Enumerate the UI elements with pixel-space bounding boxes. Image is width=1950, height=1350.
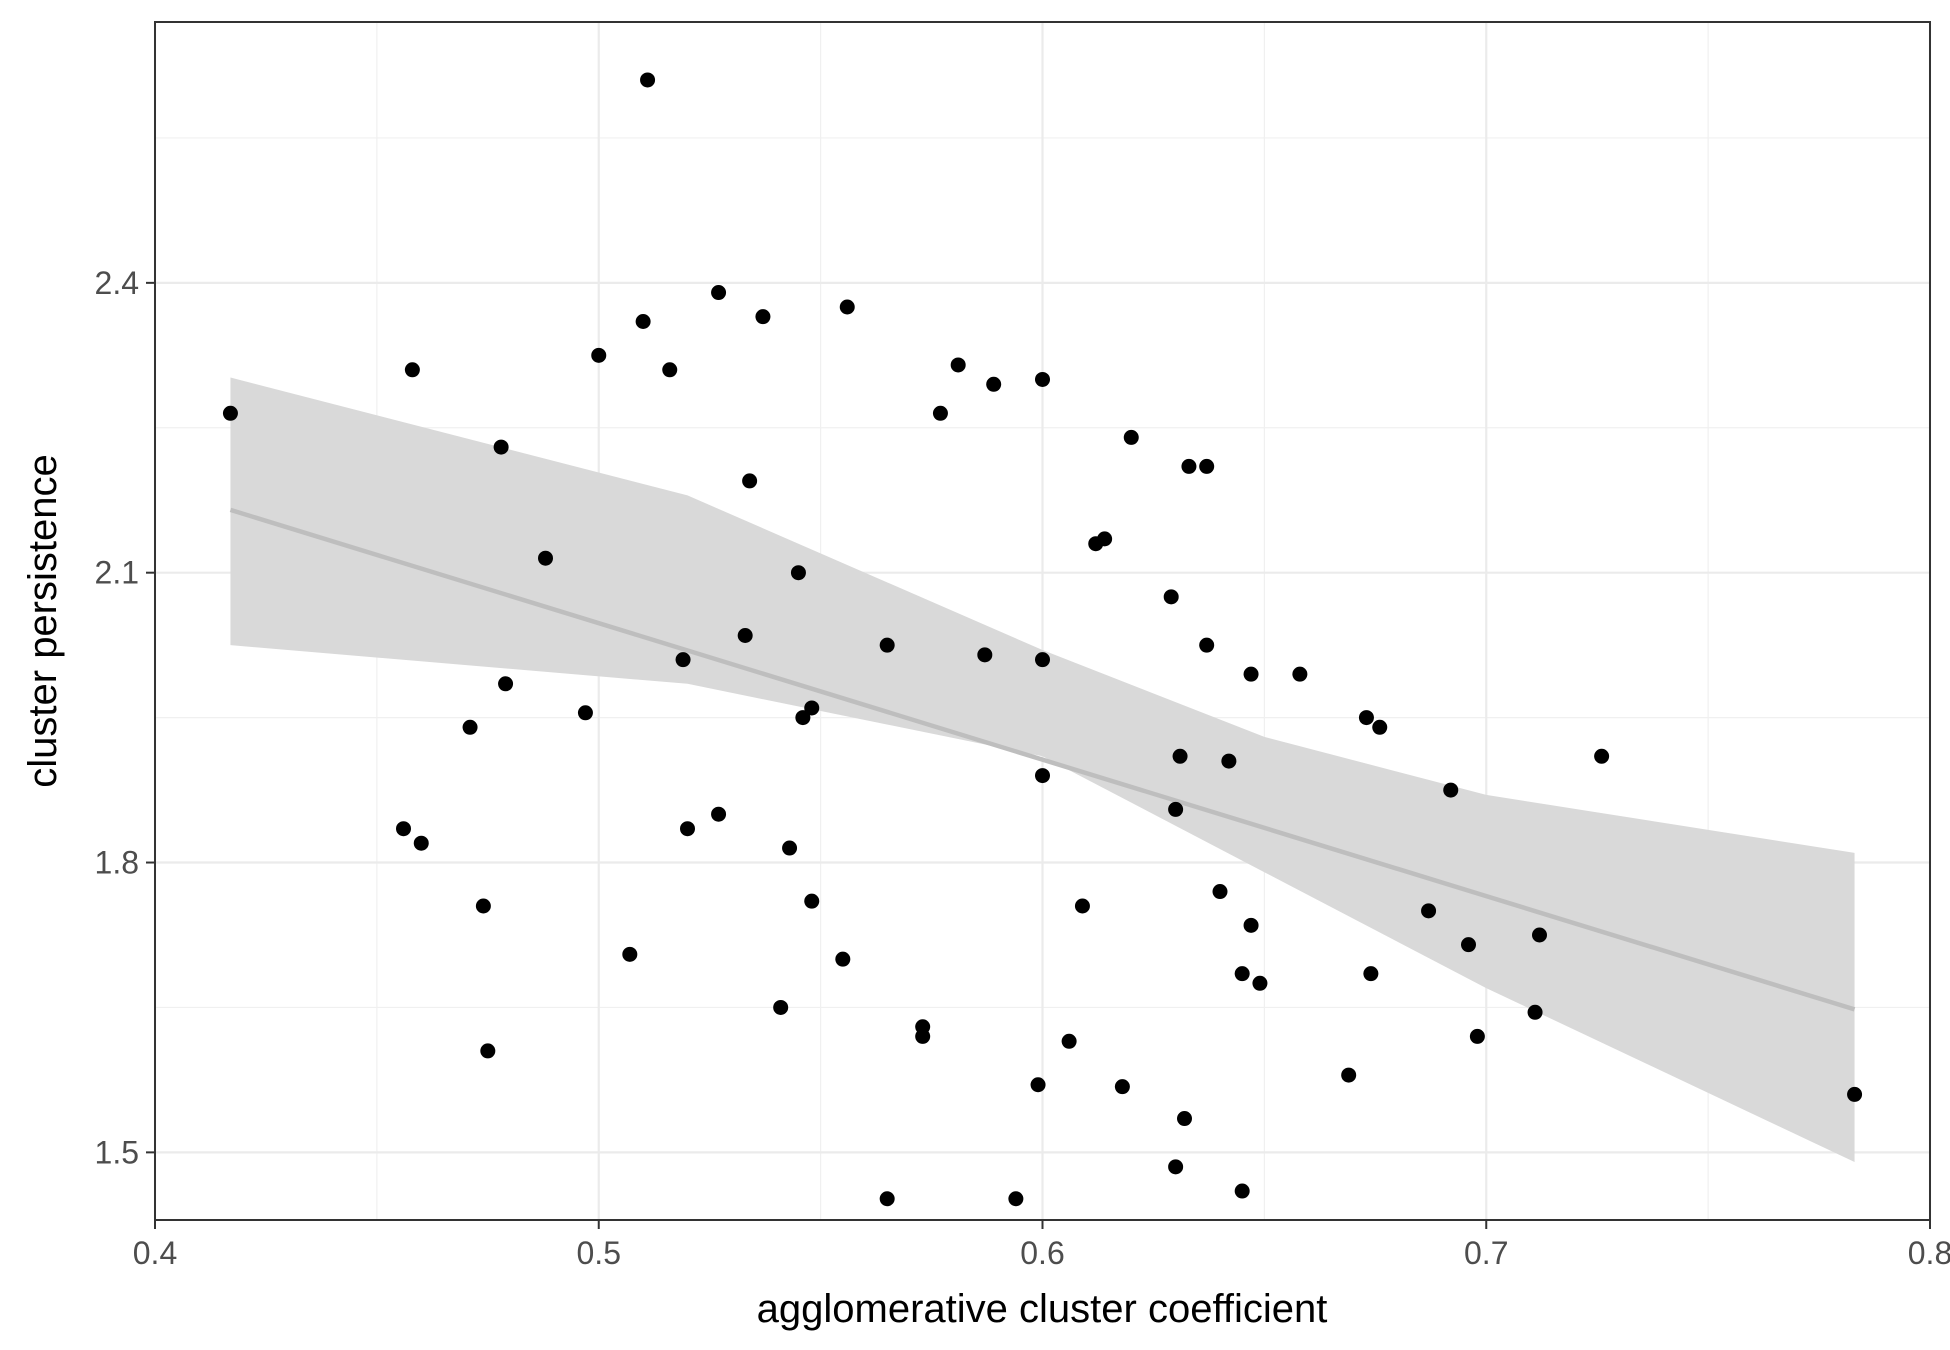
data-point: [1847, 1086, 1863, 1102]
data-point: [782, 840, 798, 856]
data-point: [1243, 666, 1259, 682]
data-point: [538, 550, 553, 566]
data-point: [1035, 371, 1050, 387]
data-point: [462, 719, 478, 735]
data-point: [1061, 1033, 1077, 1049]
data-point: [1443, 782, 1459, 798]
data-point: [662, 362, 678, 378]
data-point: [804, 700, 820, 716]
data-point: [1234, 966, 1250, 982]
data-point: [1243, 917, 1259, 933]
data-point: [404, 362, 420, 378]
data-point: [640, 72, 656, 88]
data-point: [1234, 1183, 1250, 1199]
data-point: [675, 652, 691, 668]
data-point: [986, 376, 1002, 392]
x-axis-title: agglomerative cluster coefficient: [757, 1287, 1328, 1331]
data-point: [1181, 458, 1197, 474]
data-point: [493, 439, 509, 455]
x-tick-label: 0.8: [1908, 1235, 1950, 1271]
data-point: [835, 951, 851, 967]
data-point: [711, 285, 727, 301]
data-point: [680, 821, 695, 837]
data-point: [577, 705, 593, 721]
data-point: [1469, 1028, 1485, 1044]
data-point: [1532, 927, 1547, 943]
data-point: [915, 1028, 931, 1044]
data-point: [742, 473, 758, 489]
data-point: [1074, 898, 1090, 914]
data-point: [1030, 1077, 1046, 1093]
data-point: [222, 405, 238, 421]
data-point: [1527, 1004, 1543, 1020]
x-tick-label: 0.6: [1020, 1235, 1064, 1271]
data-point: [1252, 975, 1268, 991]
data-point: [1421, 903, 1437, 919]
data-point: [1341, 1067, 1357, 1083]
data-point: [755, 309, 771, 325]
confidence-band: [230, 377, 1855, 1163]
data-point: [1168, 1159, 1184, 1175]
data-point: [1461, 937, 1476, 953]
data-point: [879, 1191, 895, 1207]
data-point: [1221, 753, 1237, 769]
data-point: [795, 710, 811, 726]
data-point: [1114, 1079, 1130, 1095]
y-axis-title: cluster persistence: [21, 454, 65, 787]
x-tick-label: 0.5: [577, 1235, 621, 1271]
data-point: [413, 835, 429, 851]
data-point: [635, 314, 651, 329]
data-point: [950, 357, 966, 373]
x-tick-label: 0.7: [1464, 1235, 1508, 1271]
data-point: [1292, 666, 1308, 682]
data-point: [711, 806, 727, 822]
data-point: [1212, 884, 1228, 900]
trend-line: [229, 507, 1856, 1012]
data-point: [1358, 710, 1374, 726]
data-point: [1363, 966, 1379, 982]
data-point: [396, 821, 411, 837]
data-point: [591, 347, 607, 363]
data-point: [879, 637, 895, 653]
confidence-band-group: [230, 377, 1855, 1163]
data-point: [1177, 1111, 1192, 1127]
data-point: [804, 893, 820, 909]
y-tick-label: 2.1: [95, 555, 139, 591]
data-point: [498, 676, 514, 692]
data-point: [1172, 748, 1188, 764]
trend-line-group: [229, 507, 1856, 1012]
data-point: [790, 565, 806, 581]
data-point: [1123, 429, 1139, 445]
data-point: [480, 1043, 496, 1059]
data-point: [1168, 801, 1184, 817]
data-point: [1097, 531, 1113, 547]
data-point: [1035, 768, 1050, 784]
data-point: [1035, 652, 1050, 668]
data-point: [622, 946, 638, 962]
y-axis-ticks: 1.5 1.8 2.1 2.4: [95, 265, 155, 1170]
x-axis-ticks: 0.4 0.5 0.6 0.7 0.8: [133, 1220, 1950, 1271]
data-point: [1008, 1191, 1024, 1207]
y-tick-label: 1.5: [95, 1134, 139, 1170]
data-point: [475, 898, 491, 914]
data-point: [1372, 719, 1388, 735]
y-tick-label: 1.8: [95, 845, 139, 881]
data-point: [1163, 589, 1179, 605]
x-tick-label: 0.4: [133, 1235, 177, 1271]
data-point: [773, 999, 789, 1015]
y-tick-label: 2.4: [95, 265, 139, 301]
data-point: [737, 627, 753, 643]
data-point: [1199, 637, 1215, 653]
data-point: [977, 647, 993, 663]
data-point: [932, 405, 948, 421]
data-point: [839, 299, 855, 315]
data-points: [222, 72, 1863, 1207]
data-point: [1594, 748, 1610, 764]
data-point: [1199, 458, 1215, 474]
